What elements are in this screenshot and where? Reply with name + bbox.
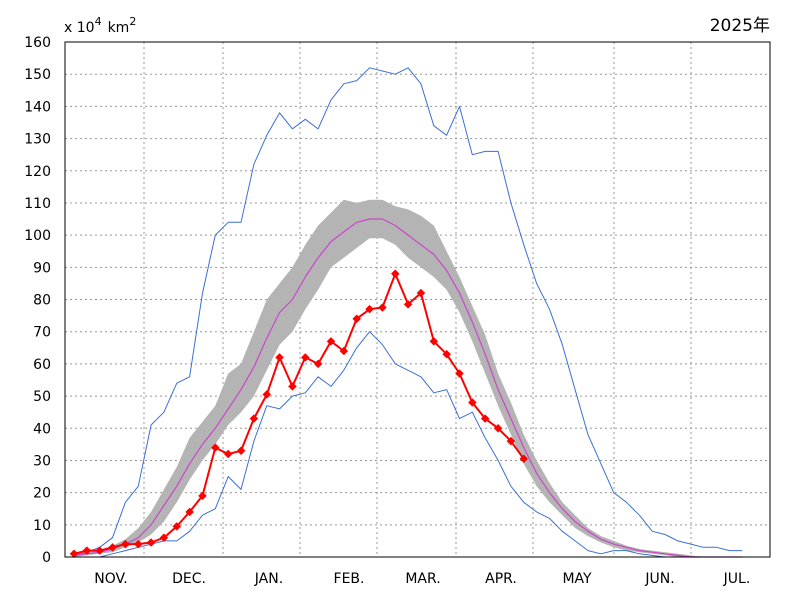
month-label: MAR. bbox=[405, 571, 440, 587]
mean-line bbox=[73, 218, 743, 558]
data-point bbox=[403, 299, 413, 309]
data-point bbox=[378, 303, 387, 312]
data-point bbox=[313, 359, 323, 369]
data-point bbox=[69, 549, 79, 559]
month-label: JUN. bbox=[644, 571, 674, 587]
data-point bbox=[198, 491, 207, 501]
data-point bbox=[429, 336, 439, 346]
data-point bbox=[223, 449, 233, 459]
data-point bbox=[185, 507, 195, 517]
data-point bbox=[108, 542, 117, 552]
y-tick-label: 0 bbox=[42, 550, 51, 566]
y-tick-label: 100 bbox=[24, 228, 51, 244]
data-point bbox=[133, 539, 143, 549]
data-point bbox=[390, 269, 400, 279]
maximum-line bbox=[73, 67, 743, 556]
month-label: JUL. bbox=[723, 571, 751, 587]
y-tick-label: 110 bbox=[24, 196, 51, 212]
data-point bbox=[146, 538, 156, 547]
y-tick-label: 30 bbox=[33, 453, 51, 469]
data-point bbox=[82, 546, 92, 555]
data-point bbox=[480, 414, 490, 423]
normal-range-band bbox=[74, 199, 743, 557]
normal-range-area bbox=[74, 199, 743, 557]
y-tick-label: 60 bbox=[33, 357, 51, 373]
data-point bbox=[506, 436, 516, 446]
y-tick-label: 160 bbox=[24, 35, 51, 51]
data-point bbox=[172, 522, 182, 531]
y-tick-label: 40 bbox=[33, 421, 51, 437]
year-label: 2025年 bbox=[710, 16, 770, 36]
data-point bbox=[339, 346, 349, 356]
month-label: FEB. bbox=[334, 571, 365, 587]
y-tick-label: 20 bbox=[33, 486, 51, 502]
current-season-markers bbox=[69, 269, 529, 559]
y-tick-label: 50 bbox=[33, 389, 51, 405]
month-label: APR. bbox=[485, 571, 517, 587]
data-point bbox=[300, 353, 310, 362]
y-tick-label: 70 bbox=[33, 325, 51, 341]
data-point bbox=[262, 390, 272, 399]
month-label: NOV. bbox=[94, 571, 127, 587]
data-point bbox=[159, 533, 169, 543]
data-point bbox=[519, 454, 529, 464]
month-label: DEC. bbox=[172, 571, 206, 587]
data-point bbox=[275, 353, 284, 362]
data-point bbox=[326, 336, 336, 346]
y-tick-label: 130 bbox=[24, 132, 51, 148]
data-point bbox=[210, 443, 220, 452]
data-point bbox=[416, 288, 426, 298]
data-point bbox=[121, 539, 130, 549]
plot-frame bbox=[64, 41, 771, 558]
data-point bbox=[442, 349, 452, 359]
y-tick-label: 150 bbox=[24, 67, 51, 83]
data-point bbox=[95, 546, 105, 555]
data-point bbox=[236, 446, 246, 456]
x-axis-month-labels: NOV. DEC. JAN. FEB. MAR. APR. MAY JUN. JUL. bbox=[94, 571, 750, 587]
data-point bbox=[249, 414, 259, 423]
y-tick-label: 120 bbox=[24, 164, 51, 180]
month-label: JAN. bbox=[254, 571, 283, 587]
data-point bbox=[493, 423, 503, 433]
month-label: MAY bbox=[562, 571, 592, 587]
data-point bbox=[288, 382, 297, 391]
y-tick-label: 140 bbox=[24, 99, 51, 115]
minimum-line bbox=[74, 331, 743, 558]
y-axis-tick-labels: 0 10 20 30 40 50 60 70 80 90 100 110 120 130 140 150 160 bbox=[24, 35, 51, 566]
data-point bbox=[467, 398, 477, 407]
grid-lines bbox=[65, 42, 770, 557]
data-point bbox=[365, 304, 374, 314]
data-point bbox=[352, 314, 362, 324]
y-tick-label: 80 bbox=[33, 293, 51, 309]
data-point bbox=[455, 369, 464, 378]
y-tick-label: 10 bbox=[33, 518, 51, 534]
y-axis-unit: x 104 km2 bbox=[64, 15, 136, 36]
y-tick-label: 90 bbox=[33, 260, 51, 276]
